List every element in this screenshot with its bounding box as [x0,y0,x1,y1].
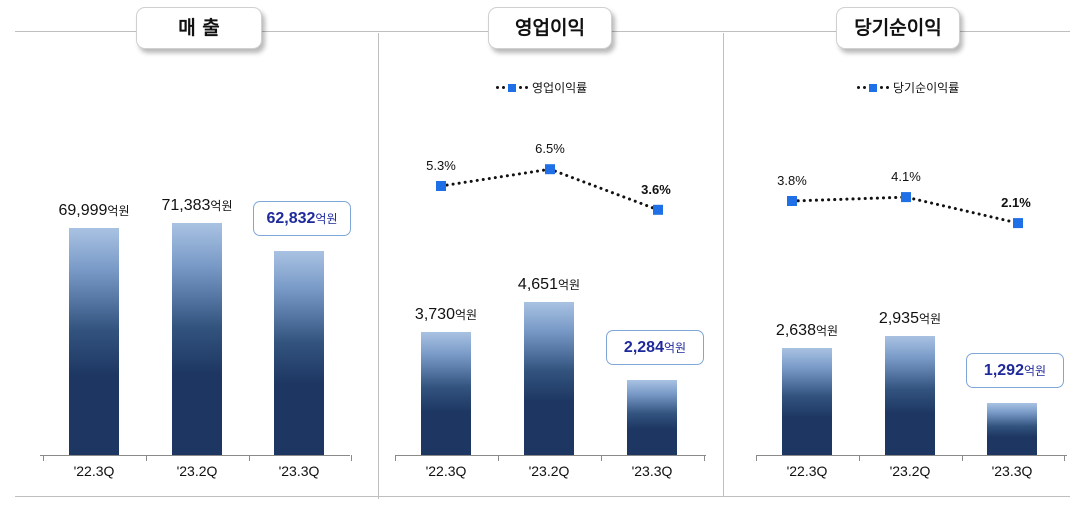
highlight-value-label: 1,292억원 [966,353,1064,388]
x-axis-line [396,455,706,456]
rate-marker [901,192,911,203]
x-axis-line [40,455,350,456]
value-number: 62,832 [266,210,316,227]
x-axis-divider-tick [249,455,250,461]
bar [172,223,222,455]
x-axis-divider-tick [704,455,705,461]
rate-label: 3.6% [641,181,671,197]
x-tick-label: '22.3Q [786,463,828,479]
legend-label: 당기순이익률 [893,81,960,95]
value-unit: 억원 [918,312,942,326]
value-unit: 억원 [315,212,338,226]
x-tick-label: '23.3Q [991,463,1033,479]
x-axis-divider-tick [601,455,602,461]
legend-marker-icon [857,83,889,92]
x-axis-divider-tick [1064,455,1065,461]
bar [421,332,471,455]
bar [524,302,574,455]
value-unit: 억원 [107,204,130,218]
x-axis-divider-tick [962,455,963,461]
x-tick-label: '22.3Q [425,463,467,479]
rate-marker [787,196,797,206]
panel-title: 영업이익 [488,7,612,49]
highlight-value-label: 2,284억원 [606,330,704,365]
x-axis-divider-tick [756,455,757,461]
bar [987,403,1037,455]
rate-line [790,195,1020,225]
bottom-rule [15,496,1070,497]
x-axis-divider-tick [43,455,44,461]
value-number: 71,383 [161,197,211,214]
rate-label: 5.3% [426,158,456,173]
value-unit: 억원 [663,341,687,355]
x-axis-divider-tick [395,455,396,461]
value-number: 3,730 [414,306,455,323]
x-axis-divider-tick [859,455,860,461]
bar-value-label: 4,651억원 [499,276,599,294]
x-axis-divider-tick [498,455,499,461]
value-unit: 억원 [557,278,581,292]
rate-label: 4.1% [891,169,921,185]
value-unit: 억원 [210,199,233,213]
panel-separator [378,33,379,499]
value-unit: 억원 [1023,364,1047,378]
bar [627,380,677,455]
x-tick-label: '23.2Q [176,463,218,479]
x-axis-line [757,455,1067,456]
rate-marker [545,164,555,175]
value-unit: 억원 [815,324,839,338]
x-axis-divider-tick [351,455,352,461]
panel-separator [723,33,724,496]
bar [274,251,324,455]
bar [782,348,832,455]
value-number: 2,638 [775,322,816,339]
bar [69,228,119,455]
value-number: 69,999 [58,202,108,219]
rate-label: 6.5% [535,141,565,157]
bar-value-label: 3,730억원 [396,306,496,324]
value-number: 4,651 [517,276,558,293]
x-axis-divider-tick [146,455,147,461]
value-number: 2,935 [878,310,919,327]
rate-legend: 당기순이익률 [857,79,959,96]
rate-marker [653,204,663,215]
x-tick-label: '23.3Q [631,463,673,479]
bar-value-label: 2,935억원 [860,310,960,328]
x-tick-label: '22.3Q [73,463,115,479]
value-number: 1,292 [983,362,1024,379]
rate-marker [436,181,446,191]
rate-legend: 영업이익률 [496,79,587,96]
panel-title: 당기순이익 [836,7,960,49]
value-number: 2,284 [623,339,664,356]
rate-label: 2.1% [1001,195,1031,211]
bar-value-label: 2,638억원 [757,322,857,340]
bar-value-label: 71,383억원 [147,197,247,215]
x-tick-label: '23.2Q [528,463,570,479]
x-tick-label: '23.2Q [889,463,931,479]
legend-marker-icon [496,83,528,92]
bar [885,336,935,455]
bar-value-label: 69,999억원 [44,202,144,220]
legend-label: 영업이익률 [532,81,588,95]
highlight-value-label: 62,832억원 [253,201,351,236]
panel-title: 매 출 [136,7,262,49]
rate-marker [1013,218,1023,229]
value-unit: 억원 [454,308,478,322]
x-tick-label: '23.3Q [278,463,320,479]
rate-label: 3.8% [777,173,807,188]
